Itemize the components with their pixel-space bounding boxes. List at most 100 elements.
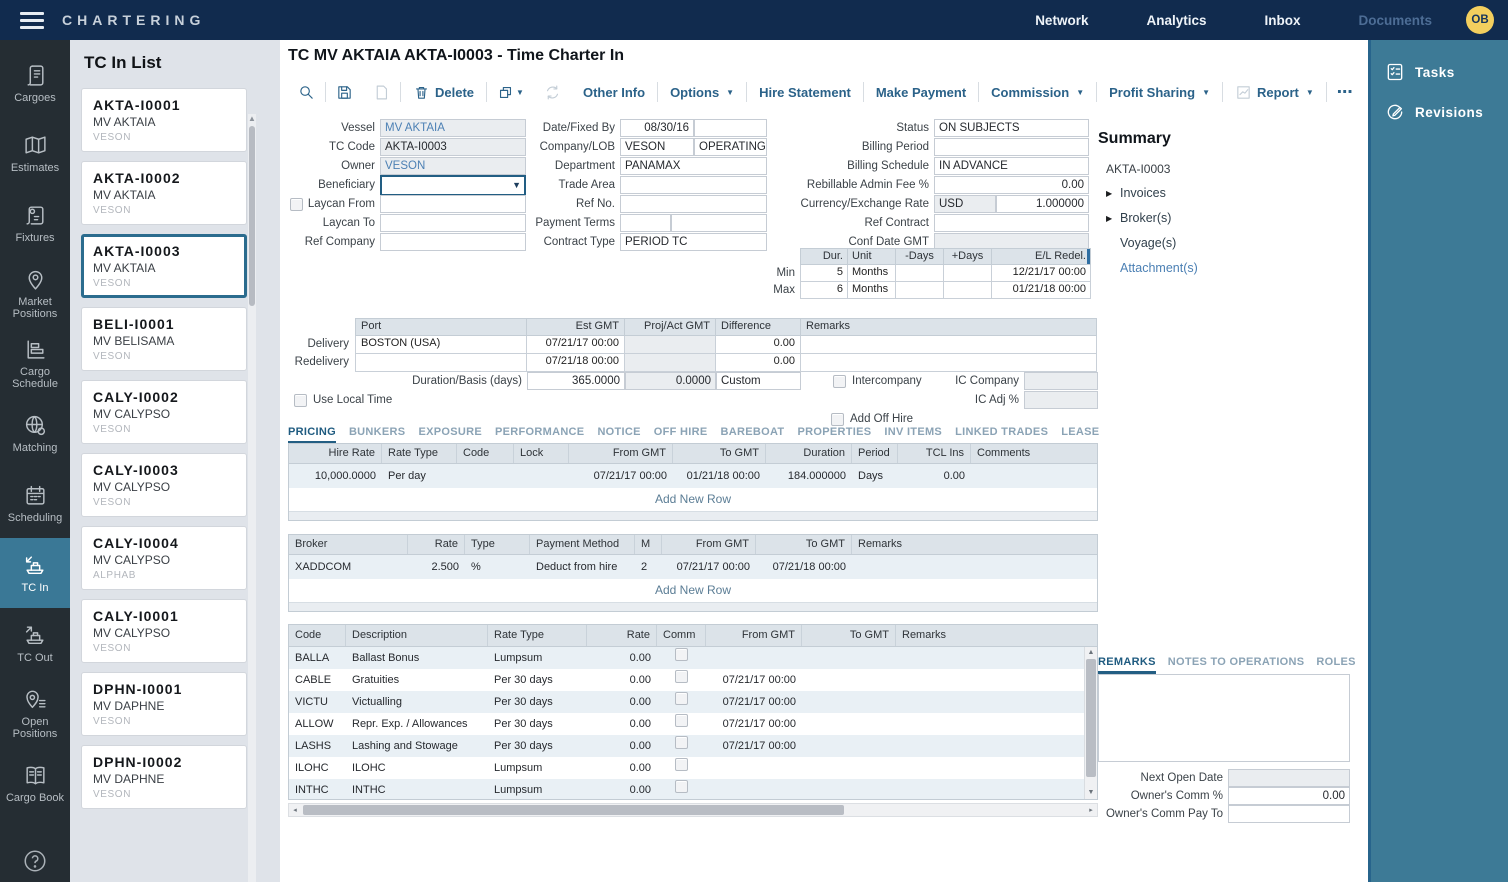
comm-checkbox[interactable] — [675, 692, 688, 705]
help-icon[interactable] — [0, 848, 70, 874]
date-fixed-by-field[interactable]: 08/30/16 — [620, 119, 767, 137]
comm-checkbox[interactable] — [675, 670, 688, 683]
redelivery-port[interactable] — [355, 354, 527, 372]
delivery-est-gmt[interactable]: 07/21/17 00:00 — [527, 336, 625, 354]
delete-button[interactable]: Delete — [401, 84, 486, 101]
codes-horizontal-scrollbar[interactable]: ◂ ▸ — [288, 803, 1098, 817]
rail-item-cargo-book[interactable]: Cargo Book — [0, 748, 70, 818]
duration-basis-mode-field[interactable]: Custom — [716, 372, 801, 390]
save-button[interactable] — [326, 84, 363, 101]
rebillable-admin-fee-field[interactable]: 0.00 — [934, 176, 1089, 194]
tc-in-card-beli-i0001[interactable]: BELI-I0001MV BELISAMAVESON — [81, 307, 247, 371]
tab-exposure[interactable]: EXPOSURE — [418, 426, 482, 444]
ref-contract-field[interactable] — [934, 214, 1089, 232]
min-el-redel[interactable]: 12/21/17 00:00 — [992, 265, 1091, 282]
rail-item-market-positions[interactable]: Market Positions — [0, 258, 70, 328]
scroll-right-arrow-icon[interactable]: ▸ — [1085, 806, 1097, 814]
tab-remarks[interactable]: REMARKS — [1098, 656, 1156, 674]
rail-item-cargoes[interactable]: Cargoes — [0, 48, 70, 118]
rail-item-matching[interactable]: Matching — [0, 398, 70, 468]
tab-notes-to-operations[interactable]: NOTES TO OPERATIONS — [1168, 656, 1305, 674]
rail-item-scheduling[interactable]: Scheduling — [0, 468, 70, 538]
new-document-button[interactable] — [363, 84, 400, 101]
codes-vertical-scrollbar[interactable]: ▲ ▼ — [1084, 647, 1097, 799]
billing-schedule-field[interactable]: IN ADVANCE — [934, 157, 1089, 175]
comm-checkbox[interactable] — [675, 648, 688, 661]
rail-item-fixtures[interactable]: Fixtures — [0, 188, 70, 258]
summary-item-invoices[interactable]: ▶Invoices — [1106, 186, 1348, 200]
tasks-button[interactable]: Tasks — [1371, 52, 1508, 92]
rail-item-tc-out[interactable]: TC Out — [0, 608, 70, 678]
hire-statement-button[interactable]: Hire Statement — [747, 85, 863, 100]
currency-exchange-rate-field[interactable]: USD1.000000 — [934, 195, 1089, 213]
comm-checkbox[interactable] — [675, 714, 688, 727]
other-info-button[interactable]: Other Info — [571, 85, 657, 100]
table-row[interactable]: ILOHCILOHCLumpsum0.00 — [289, 757, 1097, 779]
tc-in-card-caly-i0003[interactable]: CALY-I0003MV CALYPSOVESON — [81, 453, 247, 517]
revisions-button[interactable]: Revisions — [1371, 92, 1508, 132]
table-row[interactable]: 10,000.0000Per day07/21/17 00:0001/21/18… — [289, 464, 1097, 488]
intercompany-checkbox[interactable] — [833, 375, 846, 388]
redelivery-est-gmt[interactable]: 07/21/18 00:00 — [527, 354, 625, 372]
add-new-row-link[interactable]: Add New Row — [289, 488, 1097, 511]
tab-linked-trades[interactable]: LINKED TRADES — [955, 426, 1048, 444]
search-button[interactable] — [288, 84, 325, 101]
min-unit[interactable]: Months — [848, 265, 896, 282]
use-local-time-checkbox[interactable] — [294, 394, 307, 407]
tab-pricing[interactable]: PRICING — [288, 426, 336, 444]
trade-area-field[interactable] — [620, 176, 767, 194]
refresh-button[interactable] — [534, 84, 571, 101]
summary-item-broker-s[interactable]: ▶Broker(s) — [1106, 211, 1348, 225]
tab-lease[interactable]: LEASE — [1061, 426, 1099, 444]
min-duration[interactable]: 5 — [800, 265, 848, 282]
tab-performance[interactable]: PERFORMANCE — [495, 426, 584, 444]
company-lob-field[interactable]: VESONOPERATING — [620, 138, 767, 156]
rail-item-estimates[interactable]: Estimates — [0, 118, 70, 188]
delivery-remarks[interactable] — [801, 336, 1097, 354]
min-plus-days[interactable] — [944, 265, 992, 282]
comm-checkbox[interactable] — [675, 758, 688, 771]
avatar[interactable]: OB — [1466, 6, 1494, 34]
max-duration[interactable]: 6 — [800, 282, 848, 299]
scrollbar-thumb[interactable] — [303, 805, 844, 815]
status-field[interactable]: ON SUBJECTS — [934, 119, 1089, 137]
billing-period-field[interactable] — [934, 138, 1089, 156]
max-plus-days[interactable] — [944, 282, 992, 299]
table-row[interactable]: BALLABallast BonusLumpsum0.00 — [289, 647, 1097, 669]
table-row[interactable]: ALLOWRepr. Exp. / AllowancesPer 30 days0… — [289, 713, 1097, 735]
scroll-down-arrow-icon[interactable]: ▼ — [1085, 787, 1097, 799]
duration-basis-field[interactable]: 365.0000 — [527, 372, 625, 390]
table-row[interactable]: LASHSLashing and StowagePer 30 days0.000… — [289, 735, 1097, 757]
table-row[interactable]: INTHCINTHCLumpsum0.00 — [289, 779, 1097, 800]
department-field[interactable]: PANAMAX — [620, 157, 767, 175]
owner-s-comm-field[interactable]: 0.00 — [1228, 787, 1350, 805]
table-row[interactable]: VICTUVictuallingPer 30 days0.0007/21/17 … — [289, 691, 1097, 713]
more-options-button[interactable]: ⋯ — [1327, 82, 1364, 102]
min-minus-days[interactable] — [896, 265, 944, 282]
table-row[interactable]: CABLEGratuitiesPer 30 days0.0007/21/17 0… — [289, 669, 1097, 691]
owner-s-comm-pay-to-field[interactable] — [1228, 805, 1350, 823]
tc-in-card-dphn-i0001[interactable]: DPHN-I0001MV DAPHNEVESON — [81, 672, 247, 736]
ref-no-field[interactable] — [620, 195, 767, 213]
comm-checkbox[interactable] — [675, 736, 688, 749]
max-el-redel[interactable]: 01/21/18 00:00 — [992, 282, 1091, 299]
remarks-textarea[interactable] — [1098, 674, 1350, 762]
add-off-hire-checkbox[interactable] — [831, 413, 844, 426]
tab-off-hire[interactable]: OFF HIRE — [654, 426, 708, 444]
nav-item-documents[interactable]: Documents — [1358, 13, 1432, 28]
max-minus-days[interactable] — [896, 282, 944, 299]
tab-bareboat[interactable]: BAREBOAT — [721, 426, 785, 444]
max-unit[interactable]: Months — [848, 282, 896, 299]
summary-item-attachment-s[interactable]: Attachment(s) — [1120, 261, 1348, 275]
tc-in-card-akta-i0002[interactable]: AKTA-I0002MV AKTAIAVESON — [81, 161, 247, 225]
summary-item-voyage-s[interactable]: Voyage(s) — [1120, 236, 1348, 250]
rail-item-open-positions[interactable]: Open Positions — [0, 678, 70, 748]
tc-in-card-caly-i0001[interactable]: CALY-I0001MV CALYPSOVESON — [81, 599, 247, 663]
profit-sharing-button[interactable]: Profit Sharing▼ — [1097, 85, 1222, 100]
table-row[interactable]: XADDCOM2.500%Deduct from hire207/21/17 0… — [289, 555, 1097, 579]
comm-checkbox[interactable] — [675, 780, 688, 793]
list-scrollbar[interactable]: ▲ — [248, 114, 256, 882]
tab-properties[interactable]: PROPERTIES — [797, 426, 871, 444]
nav-item-inbox[interactable]: Inbox — [1264, 13, 1300, 28]
copy-button[interactable]: ▼ — [487, 84, 534, 101]
